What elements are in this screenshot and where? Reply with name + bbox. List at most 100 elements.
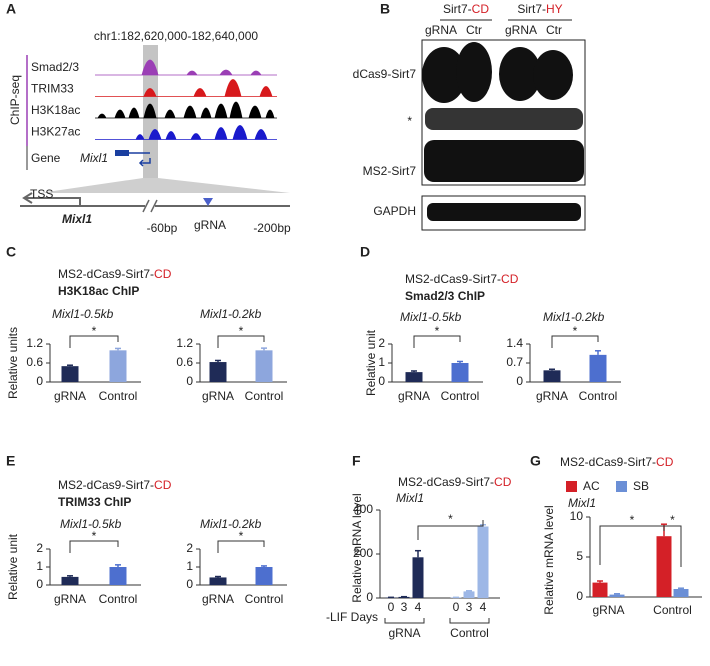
error-bar xyxy=(549,368,555,371)
error-bar xyxy=(215,359,221,363)
group-name: Sirt7- xyxy=(517,2,546,16)
y-tick-label: 0 xyxy=(186,577,193,591)
bar xyxy=(412,557,424,598)
x-tick-label: gRNA xyxy=(592,603,624,617)
error-bar xyxy=(67,364,73,367)
error-bar xyxy=(595,350,601,355)
title-text: MS2-dCas9-Sirt7- xyxy=(405,272,501,286)
x-tick-label: Control xyxy=(653,603,692,617)
significance-bracket xyxy=(449,618,490,624)
error-bar xyxy=(678,587,684,589)
title-text: MS2-dCas9-Sirt7- xyxy=(58,478,154,492)
position-label: -200bp xyxy=(253,221,291,235)
significance: * xyxy=(239,529,244,543)
bar xyxy=(61,576,79,585)
bar xyxy=(209,362,227,382)
subtitle: Mixl1 xyxy=(396,491,424,505)
title-highlight: CD xyxy=(494,475,512,489)
x-tick-label: Control xyxy=(579,389,618,403)
legend-label: SB xyxy=(633,479,649,493)
group-mutant: HY xyxy=(546,2,563,16)
group-label: Control xyxy=(450,626,489,640)
gene-name: Mixl1 xyxy=(80,151,108,165)
x-tick-label: gRNA xyxy=(202,592,234,606)
lane-label: Ctr xyxy=(466,23,482,37)
y-tick-label: 0.7 xyxy=(506,355,523,369)
group-mutant: CD xyxy=(472,2,490,16)
y-tick-label: 0 xyxy=(366,590,373,604)
gene-exon xyxy=(115,150,129,156)
bar xyxy=(589,354,607,382)
y-tick-label: 0 xyxy=(576,589,583,603)
y-axis-label: Relative mRNA level xyxy=(542,505,556,614)
error-bar xyxy=(411,370,417,373)
y-tick-label: 0 xyxy=(36,374,43,388)
y-tick-label: 400 xyxy=(353,502,373,516)
x-tick-label: gRNA xyxy=(536,389,568,403)
track-label: Smad2/3 xyxy=(31,60,79,74)
bar xyxy=(255,567,273,585)
assay-label: ChIP-seq xyxy=(8,75,22,125)
coordinates: chr1:182,620,000-182,640,000 xyxy=(94,29,258,43)
x-tick-label: 0 xyxy=(453,600,460,614)
significance: * xyxy=(448,512,453,526)
significance: * xyxy=(239,324,244,338)
y-tick-label: 1 xyxy=(186,559,193,573)
error-bar xyxy=(215,575,221,578)
y-axis-label: Relative mRNA level xyxy=(350,493,364,602)
chart-title: MS2-dCas9-Sirt7-CD xyxy=(560,455,674,469)
error-bar xyxy=(115,347,121,351)
y-tick-label: 0.6 xyxy=(26,355,43,369)
subtitle: Mixl1-0.5kb xyxy=(60,517,122,531)
y-tick-label: 2 xyxy=(36,541,43,555)
band-label: * xyxy=(407,114,412,128)
significance: * xyxy=(630,513,635,527)
chip-label: H3K18ac ChIP xyxy=(58,284,139,298)
signal-track xyxy=(95,125,277,140)
y-tick-label: 0 xyxy=(378,374,385,388)
bar xyxy=(656,536,672,597)
gene-label: Gene xyxy=(31,151,61,165)
significance-bracket xyxy=(417,520,484,540)
error-bar xyxy=(115,564,121,567)
signal-track xyxy=(95,79,277,97)
gene-arrow xyxy=(138,158,151,167)
y-tick-label: 1.2 xyxy=(26,336,43,350)
significance: * xyxy=(92,529,97,543)
position-label: -60bp xyxy=(147,221,178,235)
significance-bracket xyxy=(413,335,461,348)
y-tick-label: 200 xyxy=(353,546,373,560)
significance-bracket xyxy=(217,540,265,553)
significance: * xyxy=(573,324,578,338)
subtitle: Mixl1-0.5kb xyxy=(400,310,462,324)
title-text: MS2-dCas9-Sirt7- xyxy=(58,267,154,281)
panel-label: D xyxy=(360,244,370,260)
group-label: Sirt7-HY xyxy=(517,2,562,16)
bar xyxy=(543,370,561,382)
legend-swatch xyxy=(566,481,577,492)
error-bar xyxy=(457,360,463,363)
y-tick-label: 1.2 xyxy=(176,336,193,350)
x-axis-label: -LIF Days xyxy=(326,610,378,624)
subtitle: Mixl1-0.5kb xyxy=(52,307,114,321)
x-tick-label: gRNA xyxy=(54,389,86,403)
signal-track xyxy=(95,59,277,76)
significance-bracket xyxy=(663,525,682,567)
bar xyxy=(592,582,608,597)
bar xyxy=(109,567,127,585)
y-tick-label: 0.6 xyxy=(176,355,193,369)
track-label: H3K18ac xyxy=(31,103,80,117)
error-bar xyxy=(67,575,73,577)
band-label: MS2-Sirt7 xyxy=(363,164,417,178)
lane-label: Ctr xyxy=(546,23,562,37)
significance-bracket xyxy=(69,540,119,553)
y-tick-label: 2 xyxy=(378,336,385,350)
subtitle: Mixl1-0.2kb xyxy=(200,517,262,531)
track-label: H3K27ac xyxy=(31,125,80,139)
panel-label: E xyxy=(6,453,15,469)
bar xyxy=(673,589,689,597)
title-highlight: CD xyxy=(656,455,674,469)
gene-zoom-name: Mixl1 xyxy=(62,212,92,226)
lane-label: gRNA xyxy=(505,23,537,37)
bar xyxy=(209,577,227,585)
